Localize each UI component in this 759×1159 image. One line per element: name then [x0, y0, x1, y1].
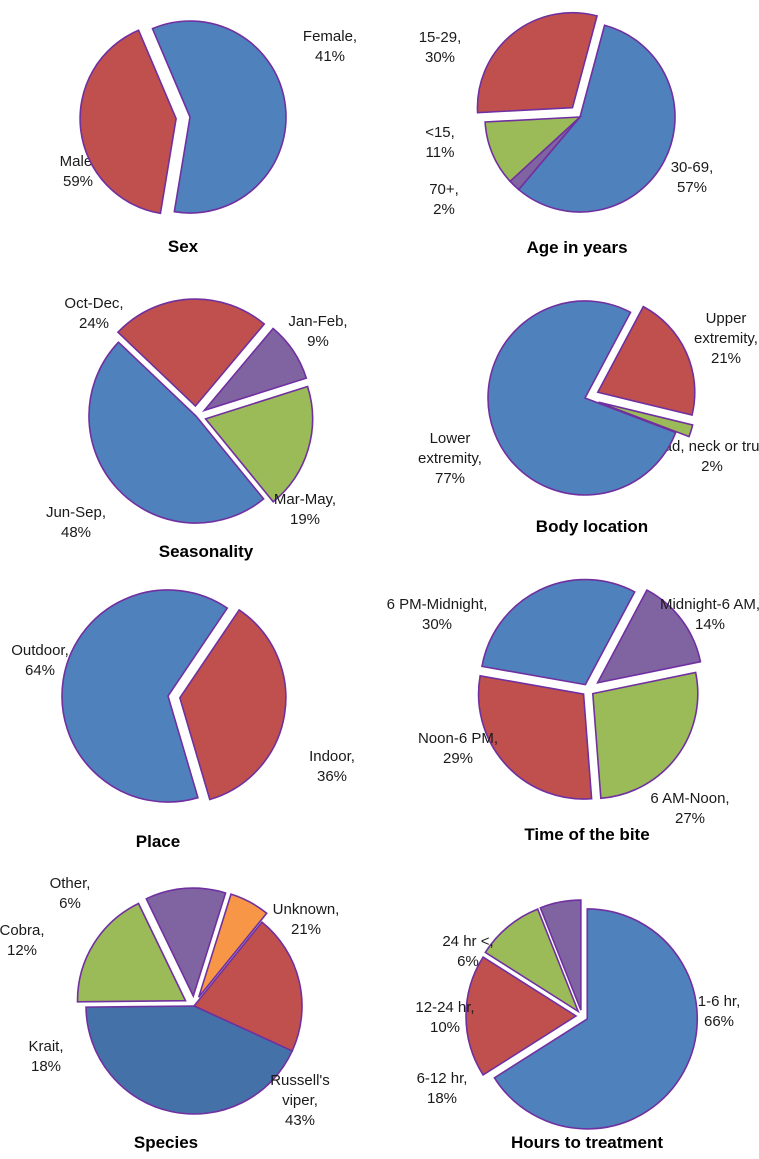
- data-label-place-indoor: Indoor, 36%: [309, 748, 355, 785]
- data-label-place-outdoor: Outdoor, 64%: [11, 642, 69, 679]
- data-label-species-unknown: Unknown, 21%: [273, 901, 340, 938]
- pie-slice-hours-to-treatment-6-12-hr: [465, 955, 578, 1077]
- chart-title-species: Species: [134, 1133, 198, 1152]
- data-label-species-cobra: Cobra, 12%: [0, 922, 45, 959]
- chart-title-body-location: Body location: [536, 517, 648, 536]
- data-label-time-of-the-bite-midnight-6-am: Midnight-6 AM, 14%: [660, 596, 759, 633]
- pie-slice-seasonality-jun-sep: [88, 341, 265, 524]
- pie-chart-seasonality: Jan-Feb, 9% Mar-May, 19% Jun-Sep, 48% Oct-Dec,…: [46, 295, 348, 561]
- data-label-seasonality-jan-feb: Jan-Feb, 9%: [288, 313, 347, 350]
- data-label-seasonality-jun-sep: Jun-Sep, 48%: [46, 504, 106, 541]
- data-label-time-of-the-bite-6-pm-midnight: 6 PM-Midnight, 30%: [387, 596, 488, 633]
- data-label-hours-to-treatment-24-hr: 24 hr <, 6%: [442, 933, 493, 970]
- pie-slice-body-location-head-neck-or-trunk: [598, 401, 694, 438]
- data-label-body-location-head-neck-or-trunk: Head, neck or trunk,2%: [644, 438, 759, 475]
- pie-slice-time-of-the-bite-6-pm-midnight: [481, 578, 636, 686]
- data-label-species-krait: Krait, 18%: [28, 1038, 63, 1075]
- pie-chart-place: Indoor, 36% Outdoor, 64% Place: [11, 589, 355, 851]
- pie-slice-sex-male: [151, 20, 287, 214]
- data-label-body-location-upper-extremity: Upper extremity, 21%: [694, 310, 758, 367]
- pie-slice-species-krait: [76, 902, 187, 1003]
- data-label-hours-to-treatment-6-12-hr: 6-12 hr, 18%: [417, 1070, 468, 1107]
- pie-slice-species-russell-s-viper: [85, 1005, 294, 1115]
- pie-slice-hours-to-treatment-24-hr: [539, 899, 582, 1011]
- chart-title-time-of-the-bite: Time of the bite: [524, 825, 649, 844]
- chart-title-seasonality: Seasonality: [159, 542, 254, 561]
- pie-chart-hours-to-treatment: 1-6 hr, 66% 6-12 hr, 18% 12-24 hr, 10% 24 hr <…: [415, 899, 741, 1152]
- pie-slice-time-of-the-bite-noon-6-pm: [477, 674, 593, 800]
- chart-title-hours-to-treatment: Hours to treatment: [511, 1133, 663, 1152]
- pie-slice-hours-to-treatment-1-6-hr: [493, 908, 699, 1130]
- pie-chart-species: Unknown, 21% Russell's viper, 43% Krait, 18% Co…: [0, 875, 339, 1152]
- pie-slice-seasonality-jan-feb: [201, 327, 308, 413]
- pie-slice-body-location-lower-extremity: [487, 300, 677, 496]
- data-label-time-of-the-bite-noon-6-pm: Noon-6 PM, 29%: [418, 730, 498, 767]
- pie-slice-place-outdoor: [61, 589, 229, 803]
- data-label-body-location-lower-extremity: Lower extremity, 77%: [418, 430, 482, 487]
- pie-slice-age-in-years-15-29: [476, 11, 599, 114]
- data-label-time-of-the-bite-6-am-noon: 6 AM-Noon, 27%: [650, 790, 729, 827]
- pie-slice-hours-to-treatment-12-24-hr: [484, 908, 580, 1014]
- pie-slice-age-in-years-30-69: [517, 24, 676, 213]
- pie-slice-species-cobra: [145, 887, 227, 999]
- pie-slice-sex-female: [79, 29, 177, 215]
- pie-slice-body-location-upper-extremity: [596, 305, 696, 417]
- data-label-hours-to-treatment-12-24-hr: 12-24 hr, 10%: [415, 999, 474, 1036]
- pie-chart-sex: Male, 59% Female, 41% Sex: [60, 20, 357, 256]
- pie-slice-time-of-the-bite-6-am-noon: [591, 671, 699, 800]
- data-label-age-in-years-15-29: 15-29, 30%: [419, 29, 462, 66]
- data-label-species-russell-s-viper: Russell's viper, 43%: [270, 1072, 330, 1129]
- chart-title-place: Place: [136, 832, 180, 851]
- data-label-age-in-years-15: <15, 11%: [425, 124, 455, 161]
- chart-title-sex: Sex: [168, 237, 199, 256]
- data-label-sex-female: Female, 41%: [303, 28, 357, 65]
- pie-chart-age-in-years: 30-69, 57% 70+, 2% <15, 11% 15-29, 30% Age in ye…: [419, 11, 714, 257]
- pie-slice-species-unknown: [192, 920, 303, 1053]
- data-label-seasonality-oct-dec: Oct-Dec, 24%: [64, 295, 123, 332]
- data-label-hours-to-treatment-1-6-hr: 1-6 hr, 66%: [698, 993, 741, 1030]
- pie-slice-species-other: [197, 893, 268, 998]
- pie-slice-time-of-the-bite-midnight-6-am: [596, 589, 702, 684]
- chart-title-age-in-years: Age in years: [526, 238, 627, 257]
- data-label-sex-male: Male, 59%: [60, 153, 97, 190]
- pie-slice-seasonality-mar-may: [204, 385, 314, 503]
- data-label-age-in-years-30-69: 30-69, 57%: [671, 159, 714, 196]
- data-label-species-other: Other, 6%: [50, 875, 91, 912]
- data-label-age-in-years-70: 70+, 2%: [429, 181, 459, 218]
- pie-slice-place-indoor: [178, 608, 287, 801]
- pie-slice-age-in-years-15: [484, 116, 583, 183]
- pie-slice-seasonality-oct-dec: [116, 298, 266, 408]
- data-label-seasonality-mar-may: Mar-May, 19%: [274, 491, 336, 528]
- pie-chart-time-of-the-bite: Midnight-6 AM, 14% 6 AM-Noon, 27% Noon-6 PM,…: [387, 578, 759, 844]
